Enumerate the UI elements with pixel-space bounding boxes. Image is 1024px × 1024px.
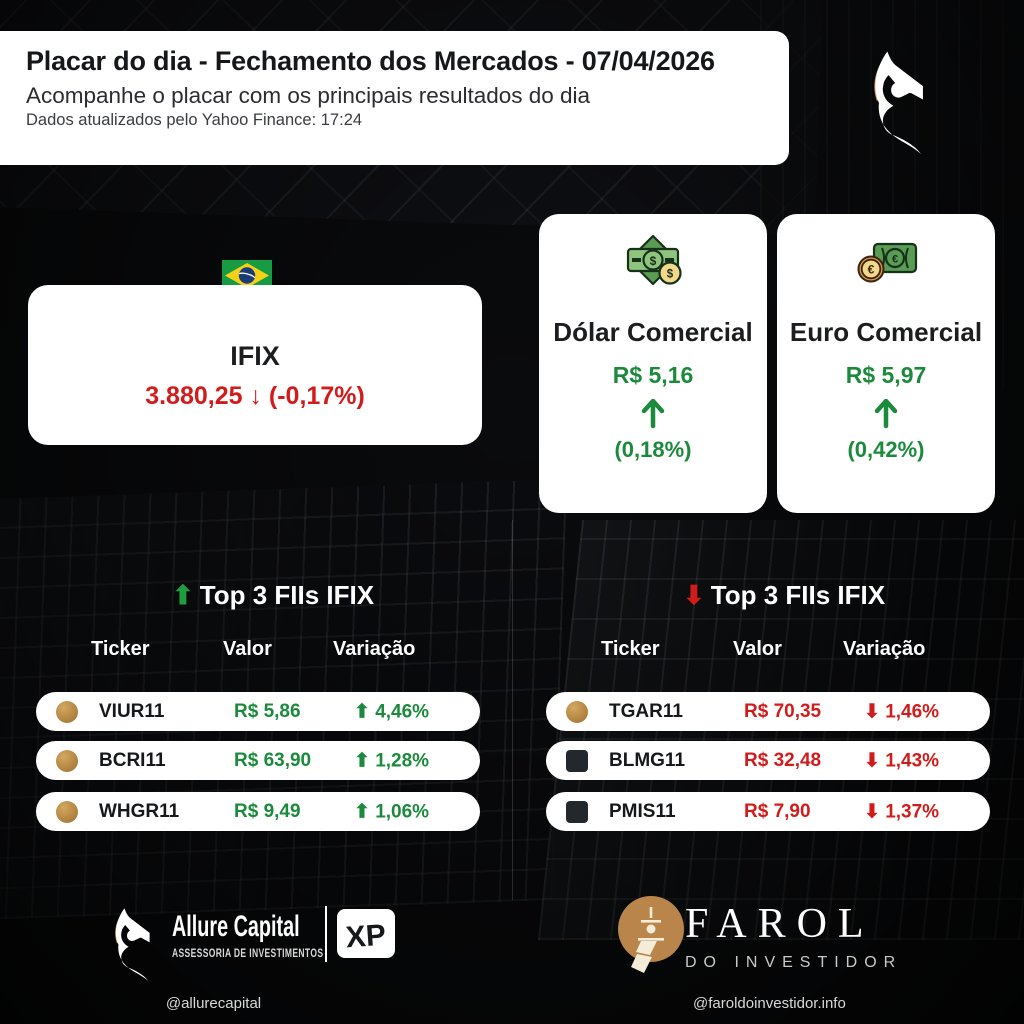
- svg-text:XP: XP: [345, 919, 387, 955]
- svg-text:€: €: [868, 263, 875, 277]
- svg-text:€: €: [892, 254, 898, 266]
- svg-text:$: $: [667, 269, 674, 281]
- svg-text:$: $: [650, 254, 657, 268]
